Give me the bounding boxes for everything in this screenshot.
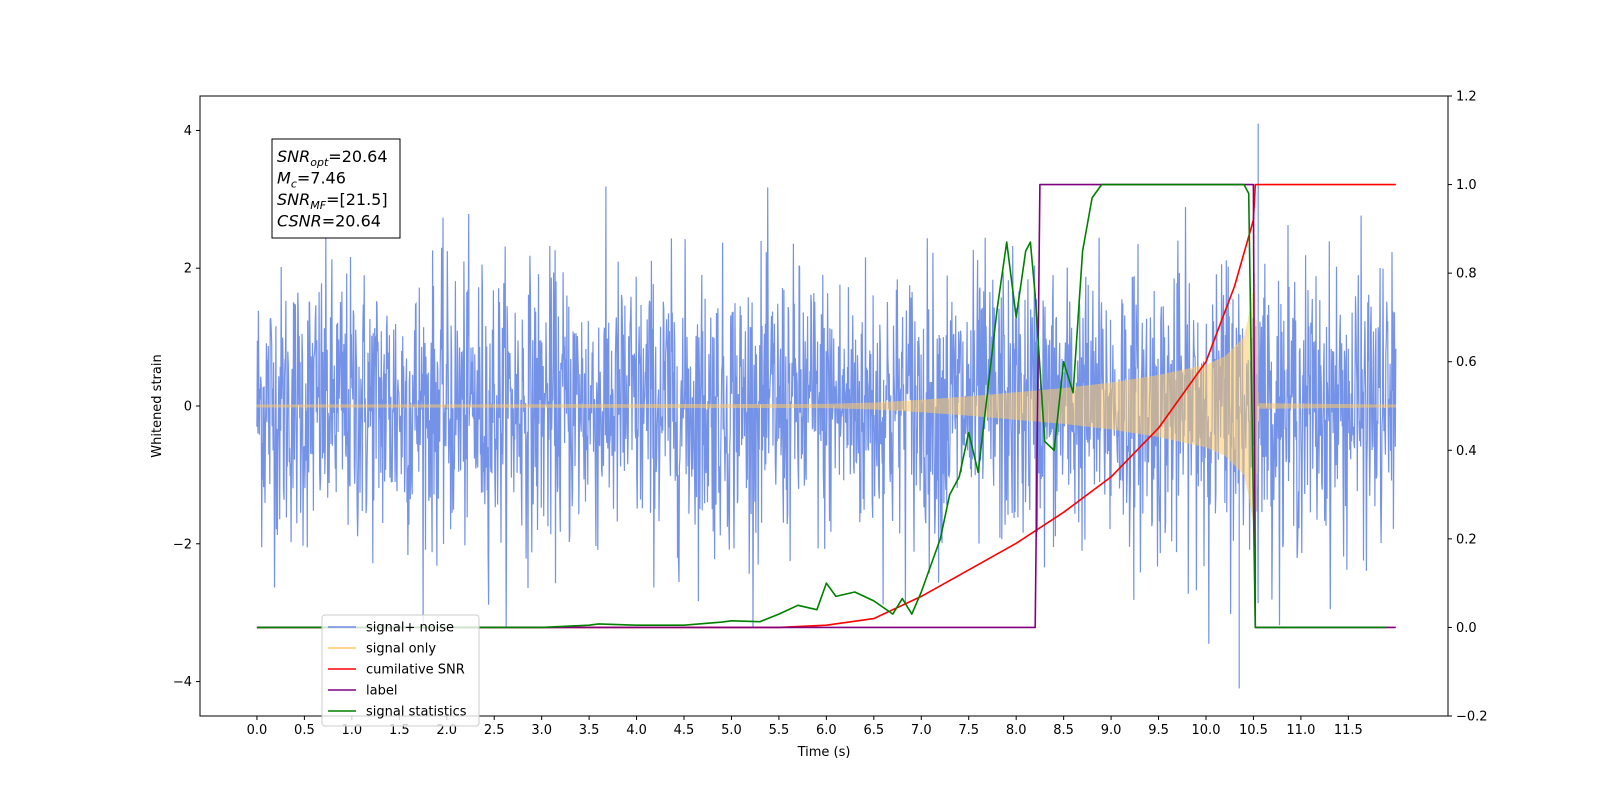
x-axis-label: Time (s) xyxy=(797,745,851,760)
info-box-frame xyxy=(271,138,401,239)
y-right-tick-label: 0.8 xyxy=(1456,267,1477,282)
stats-annotation-box: SNRopt=20.64Mc=7.46SNRMF=[21.5]CSNR=20.6… xyxy=(271,138,401,239)
info-line: CSNR=20.64 xyxy=(277,212,381,231)
info-line: SNRopt=20.64 xyxy=(277,147,388,169)
series-signal-statistics xyxy=(256,183,1387,629)
info-line: SNRMF=[21.5] xyxy=(277,190,388,212)
y-tick-label: 0 xyxy=(184,400,192,415)
x-tick-label: 1.0 xyxy=(342,723,363,738)
x-tick-label: 10.5 xyxy=(1239,723,1268,738)
legend-label: cumilative SNR xyxy=(366,663,465,678)
x-tick-label: 2.0 xyxy=(436,723,457,738)
y-axis-label: Whitened strain xyxy=(150,354,165,457)
legend-frame xyxy=(321,614,480,727)
y-right-tick-label: 1.0 xyxy=(1456,178,1477,193)
x-tick-label: 11.0 xyxy=(1286,723,1315,738)
y-tick-label: 4 xyxy=(184,124,192,139)
y-right-tick-label: 1.2 xyxy=(1456,90,1477,105)
info-line: Mc=7.46 xyxy=(277,169,346,191)
x-tick-label: 0.0 xyxy=(247,723,268,738)
x-tick-label: 4.0 xyxy=(626,723,647,738)
x-tick-label: 2.5 xyxy=(484,723,505,738)
x-tick-label: 6.5 xyxy=(863,723,884,738)
x-tick-label: 5.0 xyxy=(721,723,742,738)
y-right-tick-label: −0.2 xyxy=(1456,710,1488,725)
y-right-tick-label: 0.4 xyxy=(1456,444,1477,459)
x-tick-label: 3.0 xyxy=(531,723,552,738)
x-tick-label: 1.5 xyxy=(389,723,410,738)
x-tick-label: 9.5 xyxy=(1148,723,1169,738)
legend-label: signal+ noise xyxy=(366,621,454,636)
x-tick-label: 6.0 xyxy=(816,723,837,738)
y-right-tick-label: 0.6 xyxy=(1456,355,1477,370)
x-tick-label: 10.0 xyxy=(1192,723,1221,738)
legend: signal+ noise signal only cumilative SNR la… xyxy=(321,614,480,727)
x-tick-label: 9.0 xyxy=(1101,723,1122,738)
y-tick-label: 2 xyxy=(184,262,192,277)
x-tick-label: 11.5 xyxy=(1334,723,1363,738)
x-tick-label: 7.0 xyxy=(911,723,932,738)
legend-label: label xyxy=(366,684,397,699)
plot-area xyxy=(256,123,1397,689)
legend-label: signal only xyxy=(366,642,436,657)
x-tick-label: 8.0 xyxy=(1006,723,1027,738)
x-tick-label: 8.5 xyxy=(1053,723,1074,738)
y-right-tick-label: 0.2 xyxy=(1456,532,1477,547)
x-axis: 0.0 0.5 1.0 1.5 2.0 2.5 3.0 3.5 4.0 4.5 5.0 5.5 6.0 6… xyxy=(247,716,1363,738)
y-right-tick-label: 0.0 xyxy=(1456,621,1477,636)
y-tick-label: −4 xyxy=(173,675,192,690)
x-tick-label: 0.5 xyxy=(294,723,315,738)
series-cumulative-snr xyxy=(256,183,1396,629)
y-axis-left: −4 −2 0 2 4 xyxy=(173,124,200,690)
legend-label: signal statistics xyxy=(366,705,467,720)
x-tick-label: 5.5 xyxy=(769,723,790,738)
x-tick-label: 7.5 xyxy=(958,723,979,738)
y-axis-right: −0.2 0.0 0.2 0.4 0.6 0.8 1.0 1.2 xyxy=(1448,90,1488,725)
series-signal-only xyxy=(256,272,1397,544)
x-tick-label: 4.5 xyxy=(674,723,695,738)
x-tick-label: 3.5 xyxy=(579,723,600,738)
y-tick-label: −2 xyxy=(173,537,192,552)
